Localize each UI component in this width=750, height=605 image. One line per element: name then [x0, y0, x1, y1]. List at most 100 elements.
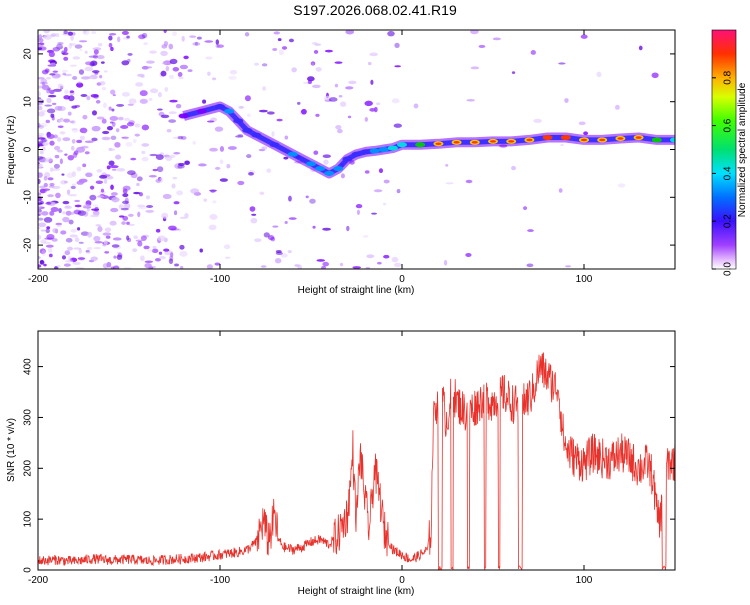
spectrogram-speckle — [334, 61, 343, 64]
colorbar-tick-label: 0.6 — [723, 118, 734, 132]
spectrogram-speckle — [192, 42, 201, 46]
spectrogram-speckle — [44, 157, 53, 163]
spectrogram-speckle — [80, 231, 89, 236]
spectrogram-speckle — [214, 262, 221, 266]
spectrogram-ridge-point — [196, 108, 207, 114]
spectrogram-speckle — [46, 226, 51, 230]
spectrogram-speckle — [180, 265, 184, 269]
spectrogram-speckle — [91, 110, 97, 116]
spectrogram-speckle — [38, 204, 42, 210]
spectrogram-speckle — [196, 36, 202, 40]
spectrogram-speckle — [100, 188, 105, 193]
spectrogram-speckle — [168, 225, 177, 231]
spectrogram-speckle — [163, 248, 170, 252]
spectrogram-y-ticks: -20 -10 0 10 20 — [23, 48, 675, 252]
spectrogram-ridge-point — [369, 148, 380, 154]
spectrogram-speckle — [152, 245, 157, 250]
spectrogram-speckle — [89, 194, 97, 201]
spectrogram-speckle — [81, 76, 90, 80]
spectrogram-speckle — [192, 141, 196, 145]
spectrogram-speckle — [46, 97, 52, 104]
spectrogram-speckle — [260, 146, 265, 152]
spectrogram-speckle — [127, 58, 131, 63]
spectrogram-speckle — [583, 131, 589, 136]
spectrogram-speckle — [183, 55, 189, 60]
spectrogram-speckle — [114, 141, 121, 148]
spectrogram-speckle — [84, 140, 94, 144]
spectrogram-speckle — [266, 111, 275, 115]
spectrogram-speckle — [198, 163, 207, 167]
spectrogram-speckle — [54, 105, 63, 111]
spectrogram-speckle — [149, 153, 158, 157]
spectrogram-speckle — [117, 36, 121, 43]
spectrogram-ridge-peak — [562, 136, 569, 139]
spectrogram-speckle — [225, 256, 231, 259]
spectrogram-speckle — [45, 244, 54, 248]
spectrogram-speckle — [109, 121, 114, 124]
spectrogram-speckle — [162, 193, 172, 200]
spectrogram-speckle — [67, 154, 74, 161]
spectrogram-speckle — [39, 123, 48, 128]
spectrogram-speckle — [300, 108, 307, 115]
spectrogram-speckle — [92, 47, 102, 51]
spectrogram-speckle — [85, 251, 91, 254]
spectrogram-speckle — [216, 44, 224, 48]
spectrogram-speckle — [565, 265, 572, 268]
spectrogram-speckle — [283, 156, 289, 160]
spectrogram-speckle — [38, 105, 43, 111]
spectrogram-speckle — [55, 33, 60, 38]
spectrogram-speckle — [273, 31, 281, 35]
spectrogram-speckle — [614, 104, 620, 110]
spectrogram-ridge-point — [224, 108, 235, 114]
spectrogram-speckle — [45, 201, 52, 205]
spectrogram-speckle — [315, 113, 320, 117]
spectrogram-speckle — [74, 104, 81, 108]
spectrogram-ridge-point — [360, 149, 371, 155]
spectrogram-speckle — [161, 62, 167, 65]
spectrogram-speckle — [55, 192, 61, 199]
spectrogram-ridge-peak — [635, 136, 642, 139]
spectrogram-speckle — [638, 45, 643, 51]
spectrogram-speckle — [59, 158, 63, 165]
spectrogram-speckle — [50, 33, 57, 37]
spectrogram-speckle — [126, 35, 130, 39]
spectrogram-speckle — [175, 103, 182, 109]
spectrogram-speckle — [254, 238, 262, 243]
spectrogram-speckle — [281, 46, 288, 50]
spectrogram-speckle — [54, 73, 62, 78]
spectrogram-speckle — [322, 261, 330, 267]
spectrogram-speckle — [62, 137, 71, 142]
spectrogram-speckle — [43, 30, 51, 34]
spectrogram-xtick-label: -200 — [28, 274, 48, 285]
spectrogram-speckle — [76, 82, 84, 88]
spectrogram-speckle — [158, 251, 163, 255]
spectrogram-speckle — [94, 241, 103, 244]
spectrogram-speckle — [306, 76, 315, 82]
spectrogram-speckle — [128, 98, 137, 105]
spectrogram-speckle — [73, 247, 82, 250]
spectrogram-speckle — [345, 86, 354, 90]
spectrogram-speckle — [391, 98, 400, 104]
spectrogram-speckle — [596, 71, 602, 78]
spectrogram-speckle — [43, 182, 48, 188]
spectrogram-speckle — [102, 232, 112, 236]
spectrogram-speckle — [178, 228, 182, 232]
spectrogram-ridge-peak — [508, 140, 515, 143]
spectrogram-speckle — [95, 99, 101, 104]
spectrogram-speckle — [69, 90, 75, 94]
spectrogram-speckle — [141, 156, 149, 162]
spectrogram-speckle — [533, 118, 542, 124]
spectrogram-speckle — [38, 172, 43, 178]
spectrogram-speckle — [42, 146, 46, 151]
spectrogram-speckle — [169, 58, 178, 65]
spectrogram-speckle — [322, 227, 331, 231]
spectrogram-speckle — [246, 113, 251, 118]
spectrogram-speckle — [172, 176, 178, 180]
spectrogram-speckle — [38, 44, 42, 48]
snr-frame — [37, 330, 676, 571]
spectrogram-speckle — [154, 257, 161, 262]
spectrogram-speckle — [558, 188, 563, 193]
spectrogram-speckle — [580, 34, 588, 39]
spectrogram-speckle — [67, 255, 72, 262]
spectrogram-speckle — [60, 230, 67, 235]
